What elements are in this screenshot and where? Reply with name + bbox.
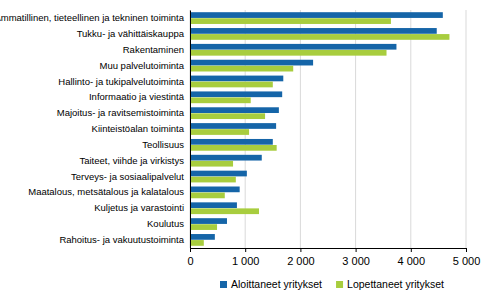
tick-label: 4 000 — [398, 255, 426, 267]
category-label: Hallinto- ja tukipalvelutoiminta — [58, 76, 184, 87]
bar — [190, 193, 225, 199]
tick: 0 — [187, 248, 193, 267]
bar — [190, 129, 249, 135]
tick: Tukku- ja vähittäiskauppa — [77, 28, 190, 39]
category-label: Rakentaminen — [123, 44, 184, 55]
bar — [190, 145, 277, 151]
series — [190, 18, 449, 246]
bar — [190, 155, 262, 161]
category-label: Terveys- ja sosiaalipalvelut — [71, 171, 184, 182]
category-label: Tukku- ja vähittäiskauppa — [77, 28, 185, 39]
category-label: Informaatio ja viestintä — [89, 91, 185, 102]
bar — [190, 34, 449, 40]
tick-label: 3 000 — [342, 255, 370, 267]
axis-line — [190, 11, 191, 249]
tick: 3 000 — [342, 248, 370, 267]
tick: 5 000 — [453, 248, 481, 267]
bar — [190, 44, 396, 50]
x-axis: 0 1 000 2 000 3 000 4 000 5 000 — [187, 248, 480, 267]
category-label: Kiinteistöalan toiminta — [92, 123, 185, 134]
tick-label: 0 — [187, 255, 193, 267]
bars — [190, 12, 449, 246]
tick: Rakentaminen — [123, 44, 190, 55]
category-label: Koulutus — [147, 218, 184, 229]
tick: Rahoitus- ja vakuutustoiminta — [59, 234, 190, 245]
bar — [190, 161, 233, 167]
tick-mark — [300, 248, 301, 252]
bar — [190, 28, 437, 34]
bar — [190, 66, 293, 72]
tick-label: 5 000 — [453, 255, 481, 267]
grid-line — [466, 10, 467, 248]
bar — [190, 50, 387, 56]
bar — [190, 113, 265, 119]
category-label: Taiteet, viihde ja virkistys — [79, 155, 184, 166]
bar — [190, 187, 240, 193]
tick-label: 2 000 — [287, 255, 315, 267]
bar — [190, 107, 279, 113]
chart: 0 1 000 2 000 3 000 4 000 5 000 Ammatillinen, … — [0, 0, 490, 302]
legend-swatch — [336, 281, 343, 288]
tick: Hallinto- ja tukipalvelutoiminta — [58, 76, 190, 87]
category-label: Maatalous, metsätalous ja kalatalous — [28, 186, 184, 197]
bar — [190, 123, 276, 129]
bar — [190, 76, 283, 82]
legend-item: Lopettaneet yritykset — [336, 278, 444, 290]
tick: Koulutus — [147, 218, 190, 229]
tick: Muu palvelutoiminta — [100, 60, 191, 71]
bar — [190, 177, 236, 183]
grid-line — [190, 10, 191, 248]
series — [190, 12, 443, 240]
tick-mark — [466, 248, 467, 252]
bar — [190, 97, 251, 103]
tick: Maatalous, metsätalous ja kalatalous — [28, 186, 190, 197]
grid — [190, 10, 466, 248]
tick-mark — [245, 248, 246, 252]
legend-label: Aloittaneet yritykset — [231, 278, 322, 290]
bar — [190, 139, 273, 145]
bar — [190, 60, 313, 66]
bar — [190, 224, 217, 230]
category-label: Ammatillinen, tieteellinen ja tekninen t… — [0, 12, 185, 23]
tick: Terveys- ja sosiaalipalvelut — [71, 171, 190, 182]
tick: Teollisuus — [142, 139, 190, 150]
legend-item: Aloittaneet yritykset — [220, 278, 322, 290]
legend-swatch — [220, 281, 227, 288]
grid-line — [410, 10, 411, 248]
tick: Taiteet, viihde ja virkistys — [79, 155, 190, 166]
category-label: Rahoitus- ja vakuutustoiminta — [59, 234, 184, 245]
tick-label: 1 000 — [232, 255, 260, 267]
legend: Aloittaneet yritykset Lopettaneet yrityks… — [220, 278, 444, 290]
tick: Majoitus- ja ravitsemistoiminta — [57, 107, 190, 118]
bar — [190, 12, 443, 18]
plot: 0 1 000 2 000 3 000 4 000 5 000 Ammatillinen, … — [0, 10, 480, 267]
y-axis: Ammatillinen, tieteellinen ja tekninen t… — [0, 11, 191, 249]
bar — [190, 218, 227, 224]
bar — [190, 18, 391, 24]
bar — [190, 202, 237, 208]
tick-mark — [411, 248, 412, 252]
tick: 1 000 — [232, 248, 260, 267]
bar — [190, 82, 273, 88]
category-label: Kuljetus ja varastointi — [94, 202, 184, 213]
tick: Ammatillinen, tieteellinen ja tekninen t… — [0, 12, 190, 23]
bar — [190, 208, 259, 214]
bar — [190, 91, 282, 97]
bar — [190, 234, 215, 240]
tick: Informaatio ja viestintä — [89, 91, 190, 102]
tick: Kiinteistöalan toiminta — [92, 123, 190, 134]
legend-label: Lopettaneet yritykset — [347, 278, 444, 290]
axis-line — [191, 248, 467, 249]
tick: 2 000 — [287, 248, 315, 267]
tick: 4 000 — [398, 248, 426, 267]
bar — [190, 240, 204, 246]
bar — [190, 171, 247, 177]
category-label: Muu palvelutoiminta — [100, 60, 185, 71]
tick: Kuljetus ja varastointi — [94, 202, 190, 213]
tick-mark — [190, 248, 191, 252]
tick-mark — [356, 248, 357, 252]
category-label: Teollisuus — [142, 139, 184, 150]
category-label: Majoitus- ja ravitsemistoiminta — [57, 107, 185, 118]
